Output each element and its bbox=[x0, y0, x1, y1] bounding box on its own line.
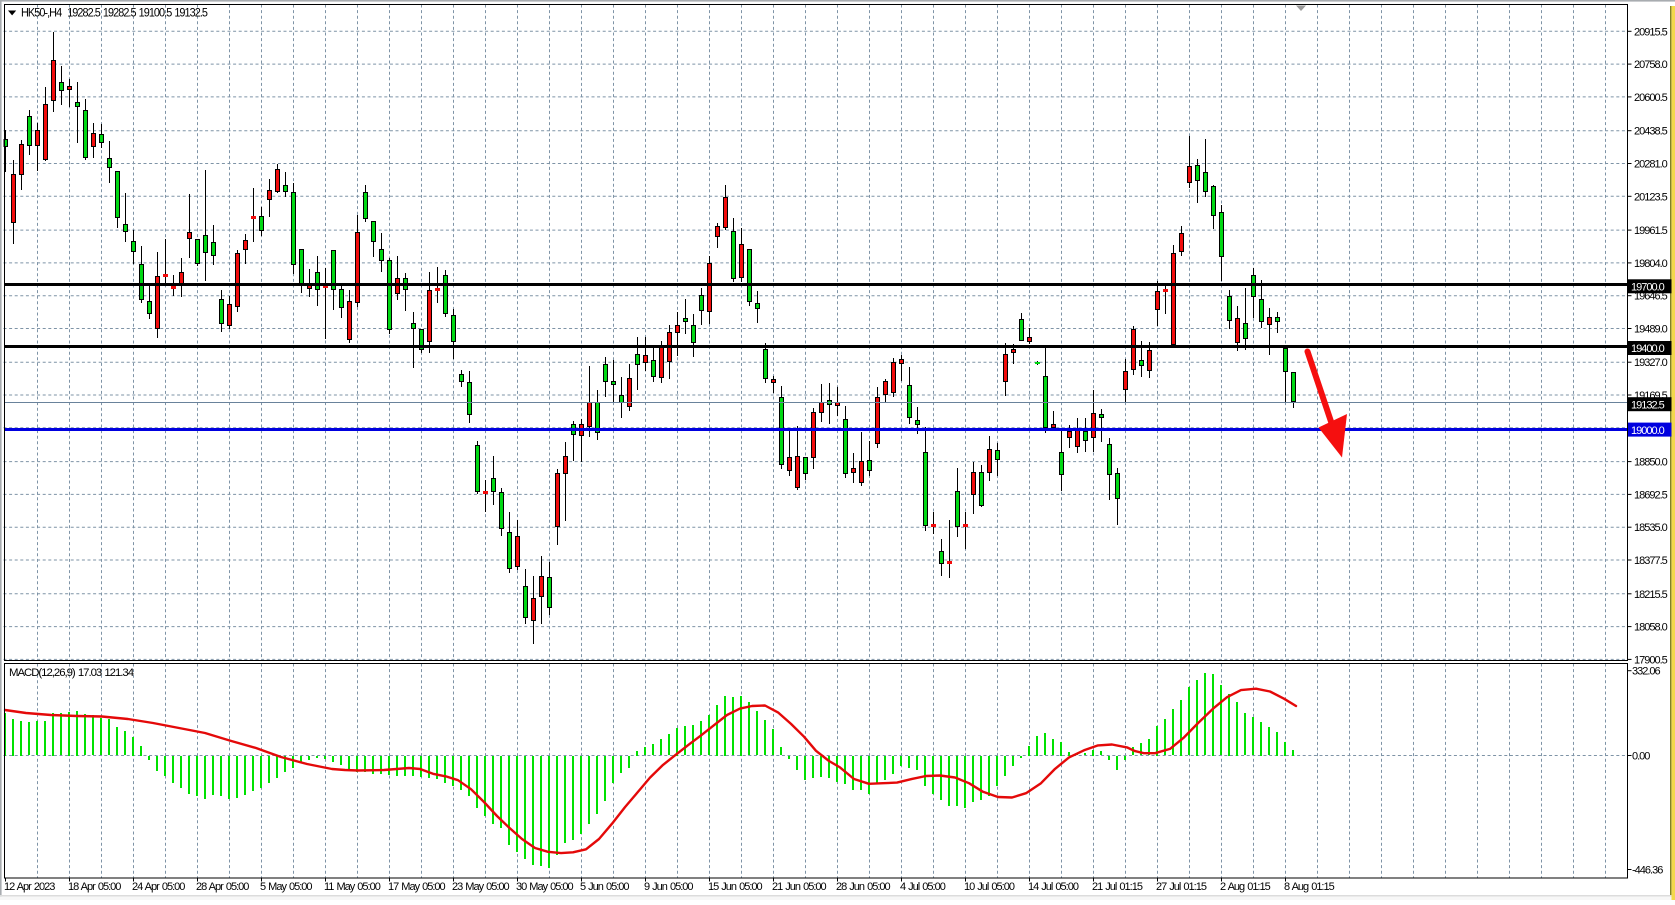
svg-text:8 Aug 01:15: 8 Aug 01:15 bbox=[1284, 881, 1335, 893]
svg-text:20758.0: 20758.0 bbox=[1634, 59, 1668, 71]
svg-text:19132.5: 19132.5 bbox=[1631, 399, 1665, 411]
svg-text:17 May 05:00: 17 May 05:00 bbox=[388, 881, 446, 893]
svg-text:11 May 05:00: 11 May 05:00 bbox=[324, 881, 381, 893]
svg-text:MACD(12,26,9) 17.03 121.34: MACD(12,26,9) 17.03 121.34 bbox=[9, 667, 134, 679]
svg-text:332.06: 332.06 bbox=[1632, 666, 1661, 678]
svg-text:12 Apr 2023: 12 Apr 2023 bbox=[4, 881, 55, 893]
svg-text:28 Apr 05:00: 28 Apr 05:00 bbox=[196, 881, 249, 893]
svg-text:15 Jun 05:00: 15 Jun 05:00 bbox=[708, 881, 762, 893]
svg-text:5 Jun 05:00: 5 Jun 05:00 bbox=[580, 881, 629, 893]
svg-text:9 Jun 05:00: 9 Jun 05:00 bbox=[644, 881, 693, 893]
svg-text:18058.0: 18058.0 bbox=[1634, 622, 1668, 634]
svg-text:5 May 05:00: 5 May 05:00 bbox=[260, 881, 312, 893]
svg-text:18850.0: 18850.0 bbox=[1634, 457, 1668, 469]
svg-text:20123.5: 20123.5 bbox=[1634, 191, 1668, 203]
svg-text:20281.0: 20281.0 bbox=[1634, 159, 1668, 171]
svg-text:30 May 05:00: 30 May 05:00 bbox=[516, 881, 574, 893]
svg-text:19804.0: 19804.0 bbox=[1634, 258, 1668, 270]
svg-text:14 Jul 05:00: 14 Jul 05:00 bbox=[1028, 881, 1079, 893]
svg-text:18215.5: 18215.5 bbox=[1634, 589, 1668, 601]
svg-text:19961.5: 19961.5 bbox=[1634, 225, 1668, 237]
svg-text:27 Jul 01:15: 27 Jul 01:15 bbox=[1156, 881, 1207, 893]
svg-text:19000.0: 19000.0 bbox=[1631, 425, 1665, 437]
svg-text:18377.5: 18377.5 bbox=[1634, 555, 1668, 567]
svg-text:19700.0: 19700.0 bbox=[1631, 282, 1665, 294]
svg-text:28 Jun 05:00: 28 Jun 05:00 bbox=[836, 881, 890, 893]
svg-text:20915.5: 20915.5 bbox=[1634, 26, 1668, 38]
svg-text:0.00: 0.00 bbox=[1632, 751, 1650, 763]
svg-text:19400.0: 19400.0 bbox=[1631, 343, 1665, 355]
svg-text:-446.36: -446.36 bbox=[1632, 865, 1663, 877]
svg-text:4 Jul 05:00: 4 Jul 05:00 bbox=[900, 881, 946, 893]
svg-text:23 May 05:00: 23 May 05:00 bbox=[452, 881, 510, 893]
svg-text:17900.5: 17900.5 bbox=[1634, 654, 1668, 666]
svg-text:2 Aug 01:15: 2 Aug 01:15 bbox=[1220, 881, 1271, 893]
svg-text:21 Jul 01:15: 21 Jul 01:15 bbox=[1092, 881, 1143, 893]
svg-text:20600.5: 20600.5 bbox=[1634, 92, 1668, 104]
svg-text:18535.0: 18535.0 bbox=[1634, 522, 1668, 534]
svg-text:20438.5: 20438.5 bbox=[1634, 126, 1668, 138]
svg-text:18692.5: 18692.5 bbox=[1634, 489, 1668, 501]
svg-text:19327.0: 19327.0 bbox=[1634, 357, 1668, 369]
svg-text:21 Jun 05:00: 21 Jun 05:00 bbox=[772, 881, 826, 893]
svg-text:HK50-,H4 19282.5 19282.5 1910: HK50-,H4 19282.5 19282.5 19100.5 19132.5 bbox=[21, 8, 208, 20]
svg-text:18 Apr 05:00: 18 Apr 05:00 bbox=[68, 881, 121, 893]
svg-text:24 Apr 05:00: 24 Apr 05:00 bbox=[132, 881, 185, 893]
svg-text:10 Jul 05:00: 10 Jul 05:00 bbox=[964, 881, 1015, 893]
svg-text:19489.0: 19489.0 bbox=[1634, 324, 1668, 336]
